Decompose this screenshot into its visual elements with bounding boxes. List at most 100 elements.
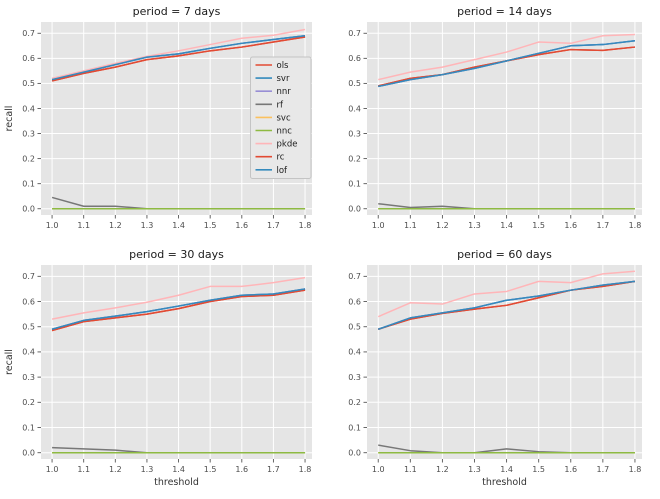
x-tick-label: 1.3 xyxy=(141,221,154,230)
plot-area xyxy=(41,265,312,459)
x-tick-label: 1.5 xyxy=(204,465,217,474)
chart-title: period = 30 days xyxy=(129,249,224,261)
x-tick-label: 1.5 xyxy=(532,465,545,474)
y-axis-label: recall xyxy=(4,349,15,375)
x-tick-label: 1.0 xyxy=(46,221,59,230)
x-tick-label: 1.6 xyxy=(564,221,577,230)
x-tick-label: 1.7 xyxy=(267,221,280,230)
x-tick-label: 1.0 xyxy=(46,465,59,474)
x-tick-label: 1.4 xyxy=(500,221,513,230)
y-tick-label: 0.5 xyxy=(22,79,35,88)
legend-label-ols: ols xyxy=(277,61,290,71)
y-tick-label: 0.1 xyxy=(348,179,361,188)
x-tick-label: 1.0 xyxy=(372,221,385,230)
y-tick-label: 0.4 xyxy=(348,348,361,357)
legend: ols svr nnr rf svc nnc pkde rc lof xyxy=(250,56,312,179)
x-axis-label: threshold xyxy=(154,477,199,488)
y-tick-label: 0.4 xyxy=(348,104,361,113)
y-tick-label: 0.2 xyxy=(348,398,361,407)
y-tick-label: 0.5 xyxy=(348,79,361,88)
y-tick-label: 0.1 xyxy=(22,423,35,432)
series-line-rc xyxy=(51,289,306,332)
x-tick-label: 1.6 xyxy=(564,465,577,474)
legend-label-nnc: nnc xyxy=(277,127,293,137)
x-tick-label: 1.4 xyxy=(500,465,513,474)
x-tick-label: 1.7 xyxy=(596,465,609,474)
y-tick-label: 0.6 xyxy=(22,297,35,306)
y-tick-label: 0.0 xyxy=(348,205,361,214)
y-tick-label: 0.1 xyxy=(348,423,361,432)
series-line-lof xyxy=(51,35,306,81)
x-tick-label: 1.5 xyxy=(532,221,545,230)
y-tick-label: 0.2 xyxy=(22,398,35,407)
series-line-lof xyxy=(378,40,636,88)
x-tick-label: 1.1 xyxy=(77,465,90,474)
x-tick-label: 1.6 xyxy=(235,465,248,474)
y-tick-label: 0.5 xyxy=(348,323,361,332)
y-tick-label: 0.6 xyxy=(22,54,35,63)
x-tick-label: 1.1 xyxy=(77,221,90,230)
series-line-pkde xyxy=(378,33,635,81)
y-tick-label: 0.2 xyxy=(348,154,361,163)
y-axis-label: recall xyxy=(4,106,15,132)
x-tick-label: 1.7 xyxy=(596,221,609,230)
legend-label-rf: rf xyxy=(277,100,284,110)
x-tick-label: 1.3 xyxy=(141,465,154,474)
y-tick-label: 0.2 xyxy=(22,154,35,163)
y-tick-label: 0.7 xyxy=(348,29,361,38)
x-tick-label: 1.1 xyxy=(404,465,417,474)
x-tick-label: 1.0 xyxy=(372,465,385,474)
legend-label-nnr: nnr xyxy=(277,87,292,97)
x-tick-label: 1.8 xyxy=(629,221,642,230)
legend-label-svc: svc xyxy=(277,113,291,123)
y-tick-label: 0.4 xyxy=(22,348,35,357)
y-tick-label: 0.4 xyxy=(22,104,35,113)
y-tick-label: 0.3 xyxy=(22,373,35,382)
y-tick-label: 0.3 xyxy=(348,373,361,382)
x-tick-label: 1.4 xyxy=(172,221,185,230)
chart-period-7-days: 1.0 1.1 1.2 1.3 1.4 1.5 1.6 1.7 1.8 0.0 0.1 0.2 0.3 0… xyxy=(4,5,312,230)
legend-label-lof: lof xyxy=(277,166,289,176)
x-tick-label: 1.4 xyxy=(172,465,185,474)
series-line-pkde xyxy=(51,276,306,320)
y-tick-label: 0.3 xyxy=(348,129,361,138)
chart-period-60-days: 1.0 1.1 1.2 1.3 1.4 1.5 1.6 1.7 1.8 0.0 0.1 0.2 0.3 0… xyxy=(348,249,642,488)
x-tick-label: 1.2 xyxy=(436,465,449,474)
series-line-pkde xyxy=(51,28,306,80)
plot-area xyxy=(367,22,642,215)
chart-period-30-days: 1.0 1.1 1.2 1.3 1.4 1.5 1.6 1.7 1.8 0.0 0.1 0.2 0.3 0… xyxy=(4,249,312,488)
y-tick-label: 0.1 xyxy=(22,179,35,188)
x-tick-label: 1.1 xyxy=(404,221,417,230)
y-tick-label: 0.0 xyxy=(22,449,35,458)
y-tick-label: 0.6 xyxy=(348,297,361,306)
series-line-rc xyxy=(51,36,306,82)
y-tick-label: 0.7 xyxy=(22,272,35,281)
series-line-lof xyxy=(377,280,636,330)
legend-box xyxy=(250,56,312,179)
x-tick-label: 1.3 xyxy=(468,465,481,474)
x-tick-label: 1.2 xyxy=(109,221,122,230)
legend-label-rc: rc xyxy=(277,153,285,163)
y-tick-label: 0.3 xyxy=(22,129,35,138)
legend-label-pkde: pkde xyxy=(277,140,298,150)
x-axis-label: threshold xyxy=(482,477,527,488)
series-line-pkde xyxy=(377,270,635,318)
x-tick-label: 1.7 xyxy=(267,465,280,474)
x-tick-label: 1.2 xyxy=(109,465,122,474)
x-tick-label: 1.5 xyxy=(204,221,217,230)
legend-label-svr: svr xyxy=(277,74,290,84)
x-tick-label: 1.8 xyxy=(629,465,642,474)
x-tick-label: 1.8 xyxy=(299,465,312,474)
x-tick-label: 1.2 xyxy=(436,221,449,230)
y-tick-label: 0.6 xyxy=(348,54,361,63)
y-tick-label: 0.7 xyxy=(22,29,35,38)
series-line-lof xyxy=(51,288,306,330)
plot-area xyxy=(367,265,642,459)
y-tick-label: 0.7 xyxy=(348,272,361,281)
y-tick-label: 0.0 xyxy=(348,449,361,458)
x-tick-label: 1.6 xyxy=(235,221,248,230)
y-tick-label: 0.0 xyxy=(22,205,35,214)
series-line-rc xyxy=(378,280,636,330)
chart-title: period = 60 days xyxy=(457,249,552,261)
